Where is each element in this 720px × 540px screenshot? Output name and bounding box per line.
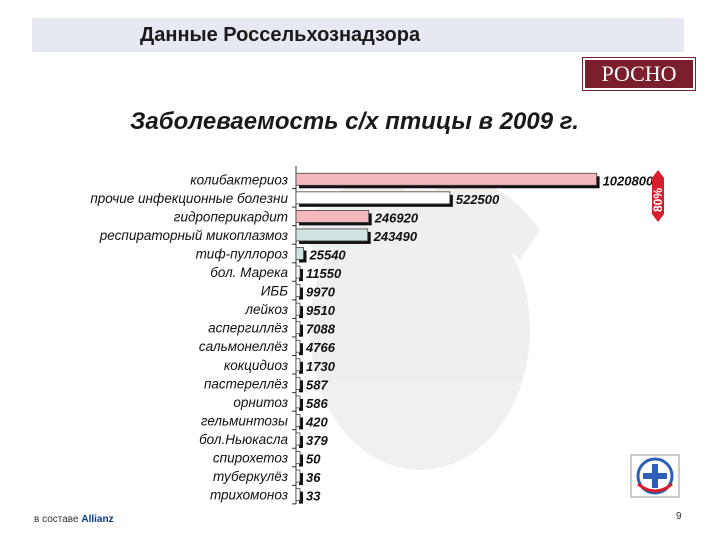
- bar: [295, 376, 301, 390]
- category-label: респираторный микоплазмоз: [99, 228, 288, 243]
- value-label: 50: [306, 452, 321, 467]
- bar-shadow: [299, 269, 303, 282]
- value-label: 420: [305, 414, 328, 429]
- value-label: 1020800: [603, 173, 654, 188]
- bar: [295, 395, 301, 409]
- header-band: [32, 18, 684, 52]
- bar: [295, 451, 301, 464]
- bar-shadow: [299, 491, 303, 504]
- category-label: трихомоноз: [210, 488, 288, 503]
- bar-shadow: [299, 380, 303, 393]
- annotation-label: 80%: [651, 188, 665, 212]
- value-label: 33: [306, 489, 321, 504]
- category-label: пастереллёз: [204, 376, 288, 391]
- value-label: 246920: [374, 210, 419, 225]
- bar-shadow: [299, 435, 303, 448]
- footer-brand: в составе Allianz: [34, 514, 114, 525]
- bar: [295, 265, 301, 279]
- value-label: 25540: [309, 247, 347, 262]
- category-label: бол.Ньюкасла: [199, 432, 288, 447]
- bar-shadow: [299, 398, 303, 411]
- bar: [295, 228, 369, 242]
- value-label: 4766: [305, 340, 336, 355]
- bar-shadow: [299, 473, 303, 486]
- bar-shadow: [299, 287, 303, 300]
- bar: [295, 247, 304, 260]
- chart-slide: [44, 100, 676, 500]
- bar: [295, 358, 301, 372]
- value-label: 36: [306, 470, 321, 485]
- bar: [295, 191, 451, 205]
- eighty-percent-annotation: 80%: [651, 170, 665, 222]
- bar: [295, 172, 597, 186]
- category-label: прочие инфекционные болезни: [90, 191, 288, 206]
- bar: [295, 284, 301, 297]
- category-label: ИББ: [261, 284, 288, 299]
- bar: [295, 488, 301, 502]
- category-label: гидроперикардит: [174, 209, 288, 224]
- value-label: 587: [306, 377, 328, 392]
- category-label: туберкулёз: [213, 469, 288, 484]
- category-label: лейкоз: [244, 302, 288, 317]
- bar: [295, 321, 301, 335]
- page-number: 9: [676, 511, 682, 522]
- rosno-logo: РОСНО: [583, 58, 695, 90]
- value-label: 522500: [456, 192, 500, 207]
- bar: [295, 414, 301, 427]
- category-label: тиф-пуллороз: [196, 246, 288, 261]
- bar: [295, 432, 301, 446]
- bar: [295, 469, 301, 483]
- chart-title: Заболеваемость с/х птицы в 2009 г.: [130, 108, 579, 135]
- bar-shadow: [299, 454, 303, 467]
- value-label: 9970: [306, 285, 336, 300]
- bar-shadow: [299, 361, 303, 374]
- page-title: Данные Россельхознадзора: [140, 24, 421, 46]
- value-label: 586: [306, 396, 328, 411]
- value-label: 9510: [306, 303, 336, 318]
- category-label: сальмонеллёз: [199, 339, 288, 354]
- bar-shadow: [299, 343, 303, 356]
- value-label: 11550: [306, 266, 342, 281]
- bar-shadow: [299, 417, 303, 430]
- bar-shadow: [299, 306, 303, 319]
- category-label: аспергиллёз: [208, 321, 288, 336]
- bar: [295, 209, 370, 223]
- value-label: 1730: [306, 359, 336, 374]
- vet-badge-icon: [630, 454, 680, 498]
- bar: [295, 339, 301, 353]
- value-label: 7088: [306, 322, 336, 337]
- category-label: орнитоз: [233, 395, 288, 410]
- category-label: спирохетоз: [213, 451, 288, 466]
- bar-shadow: [299, 324, 303, 337]
- category-label: кокцидиоз: [224, 358, 288, 373]
- value-label: 243490: [373, 229, 418, 244]
- category-label: гельминтозы: [201, 413, 288, 428]
- bar: [295, 302, 301, 316]
- category-label: колибактериоз: [190, 172, 288, 187]
- category-label: бол. Марека: [210, 265, 288, 280]
- value-label: 379: [306, 433, 328, 448]
